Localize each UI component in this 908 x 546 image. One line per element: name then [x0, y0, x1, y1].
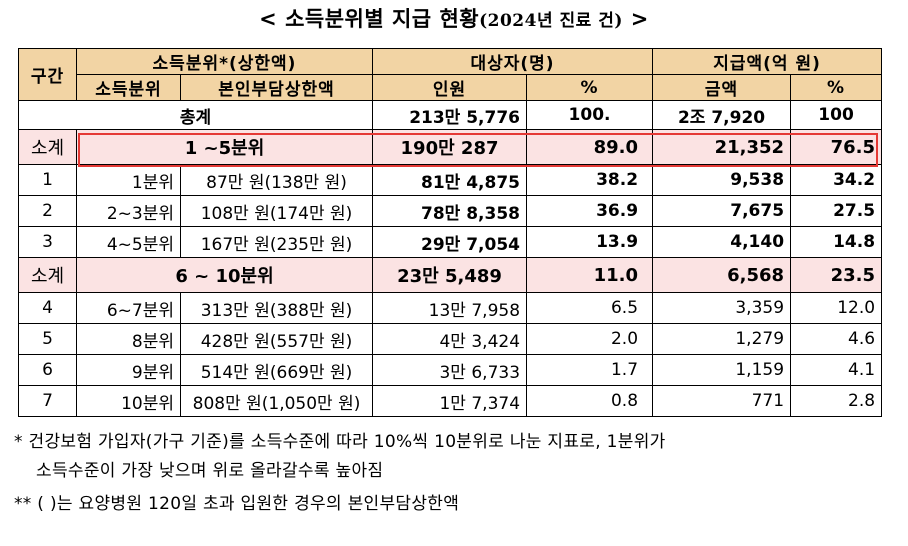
title-main: < 소득분위별 지급 현황 — [259, 7, 480, 31]
subtotal-people: 23만 5,489 — [372, 257, 528, 293]
total-people: 213만 5,776 — [372, 100, 528, 130]
row-pct2: 2.8 — [790, 385, 883, 417]
row-cap: 108만 원(174만 원) — [179, 195, 374, 227]
row-people: 81만 4,875 — [372, 164, 528, 196]
subtotal-row: 소계 1 ~5분위 190만 287 89.0 21,352 76.5 — [18, 129, 883, 165]
row-section: 3 — [18, 226, 77, 258]
row-pct1: 0.8 — [526, 385, 654, 417]
row-amount: 771 — [652, 385, 792, 417]
row-amount: 4,140 — [652, 226, 792, 258]
subtotal-bracket: 6 ~ 10분위 — [75, 257, 374, 293]
total-pct1: 100. — [526, 100, 654, 130]
row-pct2: 14.8 — [790, 226, 883, 258]
header-income-group: 소득분위*(상한액) — [75, 48, 374, 75]
subtotal-amount: 6,568 — [652, 257, 792, 293]
title-close: > — [622, 7, 649, 31]
table-row: 6 9분위 514만 원(669만 원) 3만 6,733 1.7 1,159 … — [18, 354, 883, 386]
row-section: 2 — [18, 195, 77, 227]
row-amount: 1,159 — [652, 354, 792, 386]
table-row: 3 4~5분위 167만 원(235만 원) 29만 7,054 13.9 4,… — [18, 226, 883, 258]
header-pct1: % — [526, 74, 654, 101]
table-row: 1 1분위 87만 원(138만 원) 81만 4,875 38.2 9,538… — [18, 164, 883, 196]
header-amount: 지급액(억 원) — [652, 48, 883, 75]
row-people: 4만 3,424 — [372, 323, 528, 355]
row-section: 5 — [18, 323, 77, 355]
header-row-2: 소득분위 본인부담상한액 인원 % 금액 % — [19, 74, 883, 101]
table-row: 2 2~3분위 108만 원(174만 원) 78만 8,358 36.9 7,… — [18, 195, 883, 227]
row-amount: 9,538 — [652, 164, 792, 196]
row-cap: 808만 원(1,050만 원) — [179, 385, 374, 417]
table-row: 4 6~7분위 313만 원(388만 원) 13만 7,958 6.5 3,3… — [18, 292, 883, 324]
header-row-1: 구간 소득분위*(상한액) 대상자(명) 지급액(억 원) — [18, 48, 883, 101]
row-pct2: 34.2 — [790, 164, 883, 196]
subtotal-people: 190만 287 — [372, 129, 528, 165]
income-bracket-table: 구간 소득분위*(상한액) 대상자(명) 지급액(억 원) 소득분위 본인부담상… — [17, 48, 883, 417]
subtotal-label: 소계 — [18, 257, 77, 293]
row-bracket: 10분위 — [76, 385, 181, 417]
header-pct2: % — [790, 74, 883, 101]
header-people: 인원 — [372, 74, 528, 101]
table-row: 7 10분위 808만 원(1,050만 원) 1만 7,374 0.8 771… — [18, 385, 883, 417]
row-people: 29만 7,054 — [372, 226, 528, 258]
subtotal-row: 소계 6 ~ 10분위 23만 5,489 11.0 6,568 23.5 — [18, 257, 883, 293]
row-cap: 428만 원(557만 원) — [179, 323, 374, 355]
header-cap: 본인부담상한액 — [179, 74, 374, 101]
total-row: 총계 213만 5,776 100. 2조 7,920 100 — [17, 100, 883, 130]
row-cap: 87만 원(138만 원) — [179, 164, 374, 196]
row-cap: 514만 원(669만 원) — [179, 354, 374, 386]
row-bracket: 9분위 — [76, 354, 181, 386]
subtotal-pct2: 76.5 — [790, 129, 883, 165]
subtotal-pct1: 11.0 — [526, 257, 654, 293]
footnote-1-line-2: 소득수준이 가장 낮으며 위로 올라갈수록 높아짐 — [36, 461, 384, 481]
header-subjects: 대상자(명) — [372, 48, 654, 75]
row-bracket: 2~3분위 — [76, 195, 181, 227]
row-pct2: 27.5 — [790, 195, 883, 227]
row-pct2: 4.6 — [790, 323, 883, 355]
title-year: (2024년 진료 건) — [479, 11, 623, 31]
row-pct2: 12.0 — [790, 292, 883, 324]
footnote-1-line-1: * 건강보험 가입자(가구 기준)를 소득수준에 따라 10%씩 10분위로 나… — [14, 432, 666, 452]
row-bracket: 6~7분위 — [76, 292, 181, 324]
row-amount: 3,359 — [652, 292, 792, 324]
row-cap: 313만 원(388만 원) — [179, 292, 374, 324]
row-pct2: 4.1 — [790, 354, 883, 386]
row-pct1: 38.2 — [526, 164, 654, 196]
row-people: 13만 7,958 — [372, 292, 528, 324]
row-people: 78만 8,358 — [372, 195, 528, 227]
row-pct1: 36.9 — [526, 195, 654, 227]
row-pct1: 2.0 — [526, 323, 654, 355]
row-section: 4 — [18, 292, 77, 324]
table-row: 5 8분위 428만 원(557만 원) 4만 3,424 2.0 1,279 … — [18, 323, 883, 355]
row-bracket: 1분위 — [76, 164, 181, 196]
row-bracket: 4~5분위 — [76, 226, 181, 258]
row-pct1: 1.7 — [526, 354, 654, 386]
total-amount: 2조 7,920 — [652, 100, 792, 130]
total-label: 총계 — [17, 100, 374, 130]
row-bracket: 8분위 — [76, 323, 181, 355]
subtotal-pct1: 89.0 — [526, 129, 654, 165]
row-pct1: 13.9 — [526, 226, 654, 258]
subtotal-amount: 21,352 — [652, 129, 792, 165]
subtotal-bracket: 1 ~5분위 — [75, 129, 374, 165]
row-amount: 1,279 — [652, 323, 792, 355]
header-bracket: 소득분위 — [76, 74, 181, 101]
row-people: 3만 6,733 — [372, 354, 528, 386]
page-title: < 소득분위별 지급 현황(2024년 진료 건) > — [0, 4, 908, 36]
footnote-2: ** ( )는 요양병원 120일 초과 입원한 경우의 본인부담상한액 — [14, 494, 460, 514]
row-cap: 167만 원(235만 원) — [179, 226, 374, 258]
row-section: 1 — [18, 164, 77, 196]
header-amount-value: 금액 — [652, 74, 792, 101]
row-pct1: 6.5 — [526, 292, 654, 324]
header-section: 구간 — [18, 48, 77, 101]
row-amount: 7,675 — [652, 195, 792, 227]
subtotal-label: 소계 — [18, 129, 77, 165]
row-section: 7 — [18, 385, 77, 417]
row-people: 1만 7,374 — [372, 385, 528, 417]
row-section: 6 — [18, 354, 77, 386]
subtotal-pct2: 23.5 — [790, 257, 883, 293]
total-pct2: 100 — [790, 100, 883, 130]
